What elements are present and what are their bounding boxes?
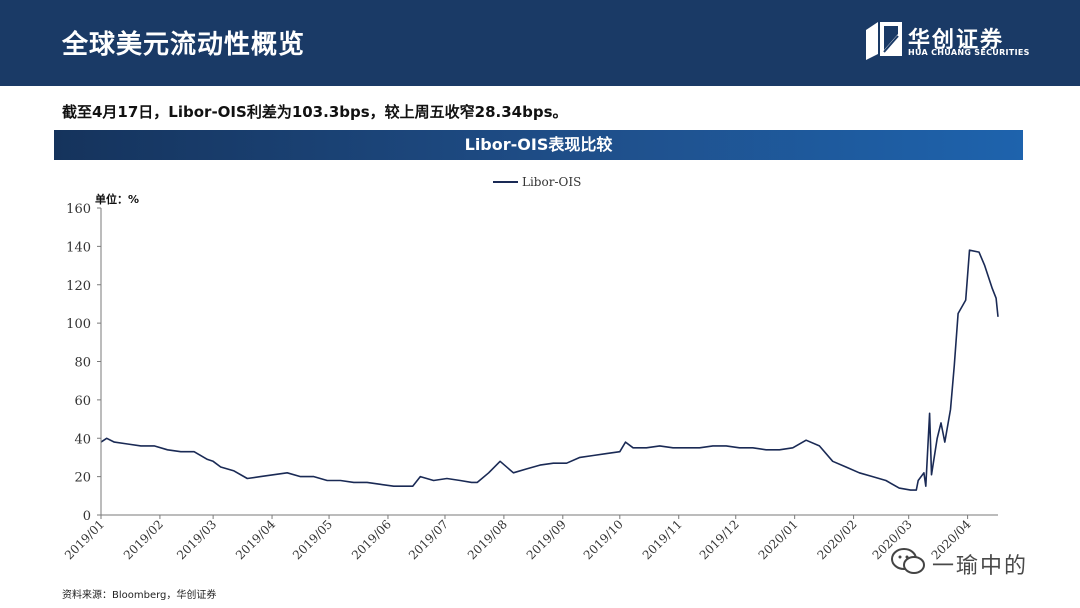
summary-text: 截至4月17日，Libor-OIS利差为103.3bps，较上周五收窄28.34…	[62, 103, 568, 121]
wechat-icon	[891, 548, 925, 574]
x-tick-label: 2019/11	[640, 517, 685, 562]
y-axis-unit-label: 单位：%	[95, 192, 139, 206]
legend-label-libor-ois: Libor-OIS	[522, 175, 581, 189]
x-tick-label: 2019/03	[174, 517, 219, 562]
x-tick-label: 2019/12	[697, 517, 742, 562]
x-tick-label: 2019/06	[349, 517, 394, 562]
logo-text-cn: 华创证券	[908, 28, 1005, 53]
y-tick-label: 120	[66, 279, 91, 294]
y-tick-label: 80	[74, 356, 91, 371]
logo-mark-icon	[866, 22, 902, 60]
x-axis: 2019/01 2019/02 2019/03 2019/04 2019/05 2019/…	[62, 515, 974, 562]
x-tick-label: 2020/02	[815, 517, 860, 562]
series-line-libor-ois	[100, 249, 999, 491]
page-title: 全球美元流动性概览	[62, 30, 306, 60]
x-tick-label: 2019/02	[121, 517, 166, 562]
logo-text-en: HUA CHUANG SECURITIES	[908, 48, 1030, 57]
watermark-text: 一瑜中的	[932, 554, 1029, 579]
x-tick-label: 2019/10	[581, 517, 626, 562]
x-tick-label: 2019/09	[524, 517, 569, 562]
y-tick-label: 60	[74, 394, 91, 409]
y-tick-label: 0	[83, 509, 91, 524]
y-tick-label: 160	[66, 202, 91, 217]
x-tick-label: 2020/01	[756, 517, 801, 562]
page-header: 全球美元流动性概览 华创证券 HUA CHUANG SECURITIES	[0, 0, 1080, 86]
chart-legend: Libor-OIS	[493, 175, 581, 189]
company-logo: 华创证券 HUA CHUANG SECURITIES	[864, 20, 1054, 64]
x-tick-label: 2019/05	[290, 517, 335, 562]
chart-banner-title: Libor-OIS表现比较	[54, 130, 1023, 160]
watermark: 一瑜中的	[890, 546, 1060, 579]
y-tick-label: 20	[74, 471, 91, 486]
x-tick-label: 2019/08	[465, 517, 510, 562]
y-tick-label: 100	[66, 317, 91, 332]
y-tick-label: 140	[66, 240, 91, 255]
y-axis: 0 20 40 60 80 100 120 140 160	[66, 202, 101, 524]
x-tick-label: 2019/07	[406, 517, 451, 562]
source-note: 资料来源：Bloomberg，华创证券	[62, 590, 217, 601]
y-tick-label: 40	[74, 432, 91, 447]
x-tick-label: 2019/04	[233, 517, 278, 562]
libor-ois-chart: Libor-OIS 单位：% 0 20 40 60 80 100 120 140 160 201…	[62, 175, 999, 562]
